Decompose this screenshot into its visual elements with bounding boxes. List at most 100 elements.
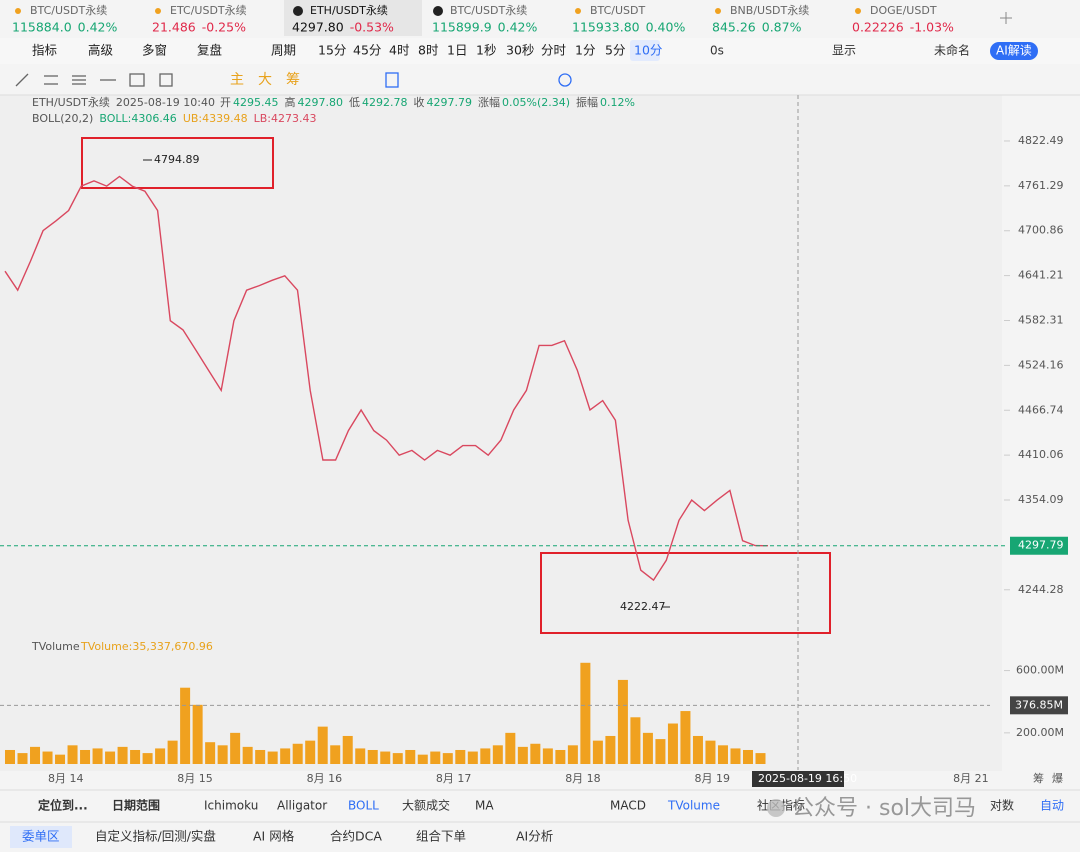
footer-tab[interactable]: 委单区 [22,829,60,844]
y-tick-label: 4524.16 [1018,358,1064,371]
toolbar-right[interactable]: 显示 [832,44,856,58]
volume-bar [42,751,53,764]
volume-bar [642,732,653,764]
tab-price[interactable]: 21.486 [152,20,196,35]
volume-bar [705,740,716,764]
indicator-tab[interactable]: 日期范围 [112,798,160,813]
indicator-tab[interactable]: 大额成交 [402,798,450,813]
volume-bar [455,749,466,764]
field-label: 收 [414,95,425,109]
tab-price[interactable]: 4297.80 [292,20,344,35]
tab-name[interactable]: ETC/USDT永续 [170,3,247,17]
crosshair-value: 376.85M [1015,698,1063,711]
indicator-tab[interactable]: 对数 [990,798,1014,813]
toolbar-item[interactable]: 4时 [389,43,410,58]
tab-name[interactable]: ETH/USDT永续 [310,3,388,17]
draw-tool[interactable]: 大 [258,72,272,88]
tab-change[interactable]: 0.87% [762,20,802,35]
indicator-tab[interactable]: TVolume [667,799,720,813]
volume-bar [517,746,528,764]
tab-name[interactable]: BTC/USDT [590,4,646,17]
indicator-tab[interactable]: Ichimoku [204,799,258,813]
tab-change[interactable]: 0.42% [498,20,538,35]
field-label: 高 [285,95,296,109]
toolbar-right[interactable]: 0s [710,44,724,58]
field-value: 4297.80 [298,96,344,109]
toolbar-item[interactable]: 分时 [541,43,567,58]
x-tick-label: 8月 17 [436,772,472,785]
x-tick-label: 8月 16 [307,772,343,785]
axis-extra[interactable]: 筹 [1033,771,1044,785]
indicator-tab[interactable]: MACD [610,799,646,813]
indicator-tab[interactable]: 自动 [1040,799,1064,813]
tab-price[interactable]: 115899.9 [432,20,492,35]
footer-tab[interactable]: 合约DCA [330,829,382,844]
field-label: 开 [220,96,231,109]
footer-tab[interactable]: 组合下单 [416,829,466,844]
draw-tool[interactable]: 筹 [286,71,300,88]
y-tick-label: 4761.29 [1018,179,1064,192]
tab-price[interactable]: 115884.0 [12,20,72,35]
toolbar-item[interactable]: 复盘 [197,43,222,58]
tab-change[interactable]: -0.25% [202,20,246,35]
footer-tab[interactable]: AI分析 [516,829,553,844]
toolbar-item[interactable]: 1日 [447,43,467,58]
toolbar-item[interactable]: 指标 [32,43,57,58]
volume-bar [605,735,616,764]
x-tick-label: 8月 14 [48,772,84,785]
toolbar-right[interactable]: AI解读 [996,44,1032,58]
toolbar-item[interactable]: 5分 [605,43,625,58]
chart-bg [0,95,1002,771]
volume-bar [67,745,78,764]
tab-change[interactable]: 0.42% [78,20,118,35]
field-label: 振幅 [576,95,598,109]
indicator-tab[interactable]: 定位到... [38,798,88,813]
tab-change[interactable]: -1.03% [910,20,954,35]
toolbar-item[interactable]: 1秒 [476,43,496,58]
volume-bar [355,748,366,764]
tab-active-bg [284,0,422,36]
toolbar-item[interactable]: 15分 [318,43,346,58]
volume-bar [105,751,116,764]
tab-name[interactable]: BTC/USDT永续 [30,3,107,17]
toolbar-right[interactable]: 未命名 [934,43,970,58]
tab-icon [155,8,161,14]
footer-tab[interactable]: 自定义指标/回测/实盘 [95,829,216,844]
y-tick-label: 4466.74 [1018,403,1064,416]
volume-bar [580,662,591,764]
indicator-tab[interactable]: BOLL [348,799,379,813]
tab-price[interactable]: 845.26 [712,20,756,35]
volume-bar [392,753,403,764]
boll: BOLL(20,2) [32,112,93,125]
toolbar-item[interactable]: 多窗 [142,43,167,58]
indicator-tab[interactable]: MA [475,799,494,813]
indicator-tab[interactable]: Alligator [277,799,327,813]
toolbar-item[interactable]: 周期 [271,43,296,58]
toolbar-item[interactable]: 30秒 [506,43,534,58]
volume-bar [742,749,753,764]
tab-name[interactable]: BNB/USDT永续 [730,3,809,17]
axis-extra[interactable]: 爆 [1052,771,1063,785]
tab-icon [715,8,721,14]
tab-price[interactable]: 115933.80 [572,20,640,35]
footer-tab[interactable]: AI 网格 [253,829,295,844]
tab-change[interactable]: -0.53% [350,20,394,35]
tab-name[interactable]: BTC/USDT永续 [450,3,527,17]
tab-change[interactable]: 0.40% [646,20,686,35]
toolbar-item[interactable]: 45分 [353,43,381,58]
volume-bar [267,751,278,764]
ai-pill [990,42,1038,60]
volume-bar [292,743,303,764]
toolbar-item[interactable]: 8时 [418,43,439,58]
volume-bar [17,753,28,764]
volume-bar [555,749,566,764]
toolbar-item[interactable]: 10分 [634,43,662,58]
volume-bar [130,749,141,764]
volume-bar [55,754,66,764]
tab-price[interactable]: 0.22226 [852,20,904,35]
toolbar-item[interactable]: 高级 [88,43,114,58]
toolbar-item[interactable]: 1分 [575,43,595,58]
draw-tool[interactable]: 主 [230,72,244,88]
tab-name[interactable]: DOGE/USDT [870,4,937,17]
